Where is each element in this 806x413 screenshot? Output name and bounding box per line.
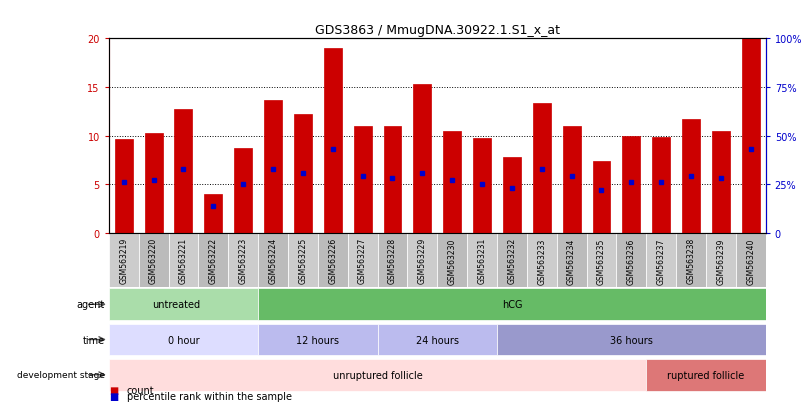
Title: GDS3863 / MmugDNA.30922.1.S1_x_at: GDS3863 / MmugDNA.30922.1.S1_x_at	[315, 24, 559, 37]
Text: ■: ■	[109, 385, 118, 395]
Bar	[139, 233, 168, 287]
Bar	[324, 49, 342, 233]
Text: percentile rank within the sample: percentile rank within the sample	[127, 392, 292, 401]
Text: 24 hours: 24 hours	[416, 335, 459, 345]
Bar	[587, 233, 617, 287]
Bar	[228, 233, 258, 287]
Text: GSM563233: GSM563233	[538, 237, 546, 284]
Bar	[646, 233, 676, 287]
Bar	[443, 131, 461, 233]
Text: GSM563222: GSM563222	[209, 237, 218, 284]
Bar	[413, 85, 431, 233]
Bar	[592, 161, 610, 233]
Text: GSM563224: GSM563224	[268, 237, 277, 284]
Bar	[676, 233, 706, 287]
Bar	[109, 324, 258, 356]
Bar	[384, 126, 401, 233]
Text: GSM563225: GSM563225	[298, 237, 307, 284]
Bar	[497, 324, 766, 356]
Text: agent: agent	[77, 299, 105, 310]
Text: GSM563240: GSM563240	[746, 237, 755, 284]
Bar	[258, 233, 288, 287]
Bar	[354, 126, 372, 233]
Text: GSM563237: GSM563237	[657, 237, 666, 284]
Bar	[377, 233, 407, 287]
Text: time: time	[83, 335, 105, 345]
Text: GSM563230: GSM563230	[447, 237, 457, 284]
Text: GSM563236: GSM563236	[627, 237, 636, 284]
Bar	[527, 233, 557, 287]
Bar	[109, 289, 258, 320]
Text: count: count	[127, 385, 154, 395]
Bar	[503, 158, 521, 233]
Text: GSM563227: GSM563227	[358, 237, 367, 284]
Bar	[347, 233, 377, 287]
Text: development stage: development stage	[17, 370, 105, 379]
Bar	[467, 233, 497, 287]
Bar	[174, 110, 193, 233]
Bar	[646, 359, 766, 391]
Bar	[437, 233, 467, 287]
Bar	[617, 233, 646, 287]
Bar	[407, 233, 437, 287]
Bar	[264, 100, 282, 233]
Text: GSM563232: GSM563232	[508, 237, 517, 284]
Bar	[682, 120, 700, 233]
Bar	[198, 233, 228, 287]
Bar	[533, 103, 550, 233]
Bar	[377, 324, 497, 356]
Bar	[473, 138, 491, 233]
Bar	[742, 39, 760, 233]
Bar	[497, 233, 527, 287]
Bar	[168, 233, 198, 287]
Bar	[288, 233, 318, 287]
Bar	[235, 149, 252, 233]
Text: hCG: hCG	[501, 299, 522, 310]
Text: 12 hours: 12 hours	[297, 335, 339, 345]
Text: ■: ■	[109, 392, 118, 401]
Bar	[114, 139, 133, 233]
Text: 36 hours: 36 hours	[610, 335, 653, 345]
Text: GSM563226: GSM563226	[328, 237, 337, 284]
Text: GSM563239: GSM563239	[717, 237, 725, 284]
Text: GSM563223: GSM563223	[239, 237, 247, 284]
Bar	[318, 233, 347, 287]
Text: GSM563221: GSM563221	[179, 237, 188, 284]
Bar	[144, 133, 163, 233]
Text: GSM563220: GSM563220	[149, 237, 158, 284]
Bar	[712, 131, 730, 233]
Text: ruptured follicle: ruptured follicle	[667, 370, 745, 380]
Bar	[622, 136, 640, 233]
Bar	[563, 126, 580, 233]
Bar	[557, 233, 587, 287]
Bar	[736, 233, 766, 287]
Bar	[294, 115, 312, 233]
Text: GSM563228: GSM563228	[388, 237, 397, 284]
Bar	[652, 137, 670, 233]
Text: GSM563234: GSM563234	[567, 237, 576, 284]
Bar	[258, 289, 766, 320]
Text: GSM563235: GSM563235	[597, 237, 606, 284]
Bar	[706, 233, 736, 287]
Bar	[109, 233, 139, 287]
Text: untreated: untreated	[152, 299, 200, 310]
Bar	[258, 324, 377, 356]
Text: unruptured follicle: unruptured follicle	[333, 370, 422, 380]
Text: GSM563229: GSM563229	[418, 237, 427, 284]
Text: GSM563231: GSM563231	[477, 237, 487, 284]
Bar	[205, 195, 222, 233]
Text: 0 hour: 0 hour	[168, 335, 199, 345]
Bar	[109, 359, 646, 391]
Text: GSM563219: GSM563219	[119, 237, 128, 284]
Text: GSM563238: GSM563238	[687, 237, 696, 284]
